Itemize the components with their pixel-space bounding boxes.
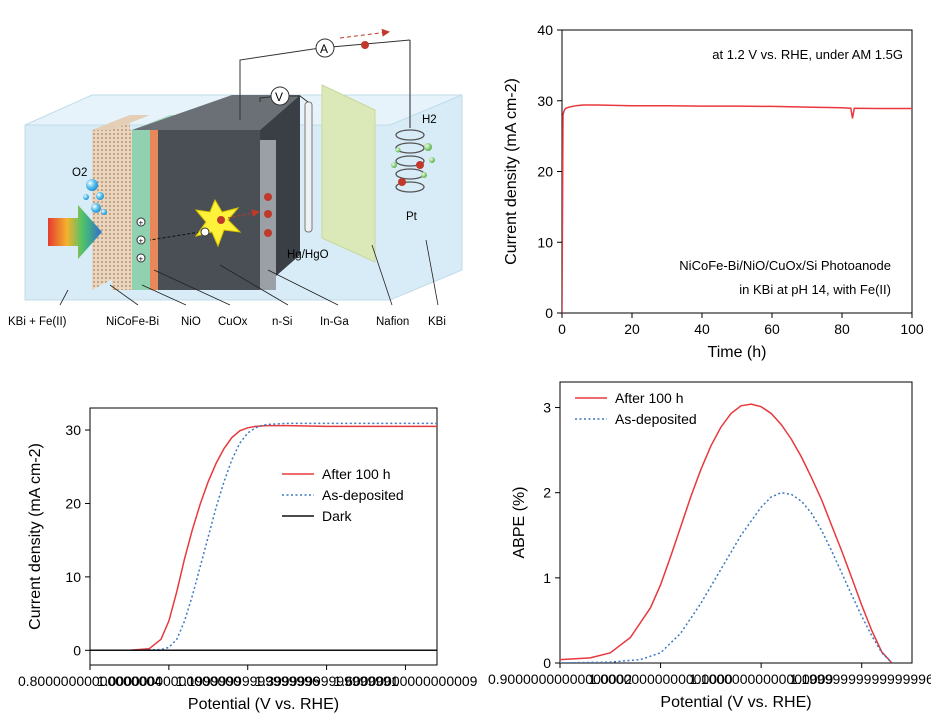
- nio-label: NiO: [181, 316, 201, 328]
- nicofe-layer-top: [92, 115, 150, 130]
- device-schematic: O2 + + + Hg/HgO: [8, 28, 463, 328]
- x-tick-label: 100: [900, 321, 924, 337]
- x-tick-label: 1.00000000000000000: [589, 671, 733, 687]
- x-axis-title: Potential (V vs. RHE): [188, 696, 339, 713]
- kbi-label: KBi: [428, 316, 446, 328]
- electron-transfer-arrow: [227, 209, 260, 219]
- electron-icons: [264, 193, 272, 237]
- series-line-as-deposited: [90, 422, 437, 652]
- x-tick-label: 0.90000000000000002: [488, 671, 632, 687]
- plot-frame: [89, 407, 438, 666]
- nicofe-layer: [112, 130, 132, 290]
- y-tick-label: 20: [537, 164, 553, 180]
- legend-label: After 100 h: [615, 390, 684, 406]
- si-top: [132, 95, 300, 130]
- ammeter-icon: [315, 38, 335, 58]
- y-tick-label: 0: [545, 305, 553, 321]
- annotation-text: in KBi at pH 14, with Fe(II): [739, 282, 891, 297]
- nafion-label: Nafion: [376, 316, 409, 328]
- y-axis-title: Current density (mA cm-2): [27, 443, 44, 630]
- callout-lines: [59, 239, 439, 306]
- x-tick-label: 1.10000000000000009: [689, 671, 833, 687]
- nafion-membrane: [321, 84, 376, 263]
- x-tick-label: 1.39999999999999991: [255, 673, 399, 689]
- y-tick-label: 10: [537, 234, 553, 250]
- electron-icon: [217, 216, 225, 224]
- si-layer: [158, 130, 260, 290]
- nicofe-label: NiCoFe-Bi: [106, 316, 159, 328]
- reference-electrode: [304, 101, 313, 233]
- y-tick-label: 40: [537, 22, 553, 38]
- series-group: [560, 403, 893, 663]
- x-tick-label: 0: [558, 321, 566, 337]
- light-arrow-icon: [48, 205, 102, 259]
- series-line: [562, 104, 912, 313]
- o2-label: O2: [72, 167, 87, 179]
- svg-text:+: +: [139, 255, 144, 264]
- legend-label: As-deposited: [322, 487, 404, 503]
- pt-coil-icon: [395, 40, 425, 193]
- abpe-chart: 0.900000000000000021.000000000000000001.…: [488, 381, 931, 711]
- legend-label: As-deposited: [615, 411, 697, 427]
- kbi-fe-label: KBi + Fe(II): [8, 316, 67, 328]
- x-tick-label: 1.19999999999999996: [790, 671, 931, 687]
- h2-bubble-icons: [391, 143, 435, 178]
- x-tick-label: 1.19999999999999996: [176, 673, 320, 689]
- series-group: [90, 422, 437, 652]
- x-tick-label: 80: [834, 321, 850, 337]
- lsv-chart: 0.800000000000000041.000000000000000001.…: [18, 407, 478, 713]
- series-line-as-deposited: [560, 491, 893, 663]
- y-axis-title: Current density (mA cm-2): [503, 78, 520, 265]
- x-axis-title: Potential (V vs. RHE): [660, 694, 811, 711]
- legend-label: After 100 h: [322, 466, 391, 482]
- hgo-label: Hg/HgO: [287, 249, 329, 261]
- current-direction-arrow: [339, 28, 390, 39]
- x-tick-label: 1.00000000000000000: [97, 673, 241, 689]
- x-tick-label: 0.80000000000000004: [18, 673, 162, 689]
- x-tick-label: 1.60000000000000009: [333, 673, 477, 689]
- photon-excitation-icon: [194, 198, 242, 248]
- x-tick-label: 60: [764, 321, 780, 337]
- annotation-text: NiCoFe-Bi/NiO/CuOx/Si Photoanode: [679, 258, 891, 273]
- annotation-text: at 1.2 V vs. RHE, under AM 1.5G: [712, 47, 903, 62]
- legend-label: Dark: [322, 508, 353, 524]
- hole-transfer-arrow: [149, 231, 201, 241]
- cuox-label: CuOx: [218, 316, 248, 328]
- pt-label: Pt: [406, 211, 418, 223]
- voltmeter-icon: [270, 86, 290, 106]
- stability-chart: 0 20 40 60 80 100 0 10 20 30 40 Time (h) Current den…: [503, 22, 924, 361]
- y-tick-label: 3: [543, 400, 551, 416]
- y-tick-label: 30: [65, 422, 81, 438]
- y-tick-label: 30: [537, 93, 553, 109]
- y-tick-label: 2: [543, 485, 551, 501]
- x-axis-title: Time (h): [708, 344, 767, 361]
- series-line-after-100-h: [90, 424, 437, 652]
- svg-text:A: A: [320, 42, 328, 56]
- y-tick-label: 10: [65, 569, 81, 585]
- nio-layer: [132, 130, 150, 290]
- cuox-layer: [150, 130, 158, 290]
- o2-bubble-icon: [86, 179, 98, 191]
- y-tick-label: 0: [73, 642, 81, 658]
- plot-frame: [559, 381, 913, 664]
- nsi-label: n-Si: [272, 316, 292, 328]
- x-tick-label: 40: [694, 321, 710, 337]
- x-tick-label: 20: [624, 321, 640, 337]
- svg-text:V: V: [275, 90, 283, 104]
- svg-text:+: +: [139, 219, 144, 228]
- y-tick-label: 1: [543, 570, 551, 586]
- y-axis-title: ABPE (%): [511, 486, 528, 558]
- y-tick-label: 0: [543, 655, 551, 671]
- series-group: [562, 104, 912, 313]
- hole-icons: + + +: [136, 217, 146, 264]
- y-tick-label: 20: [65, 495, 81, 511]
- series-line-after-100-h: [560, 403, 893, 663]
- h2-label: H2: [422, 114, 437, 126]
- svg-text:+: +: [139, 237, 144, 246]
- inga-label: In-Ga: [320, 316, 349, 328]
